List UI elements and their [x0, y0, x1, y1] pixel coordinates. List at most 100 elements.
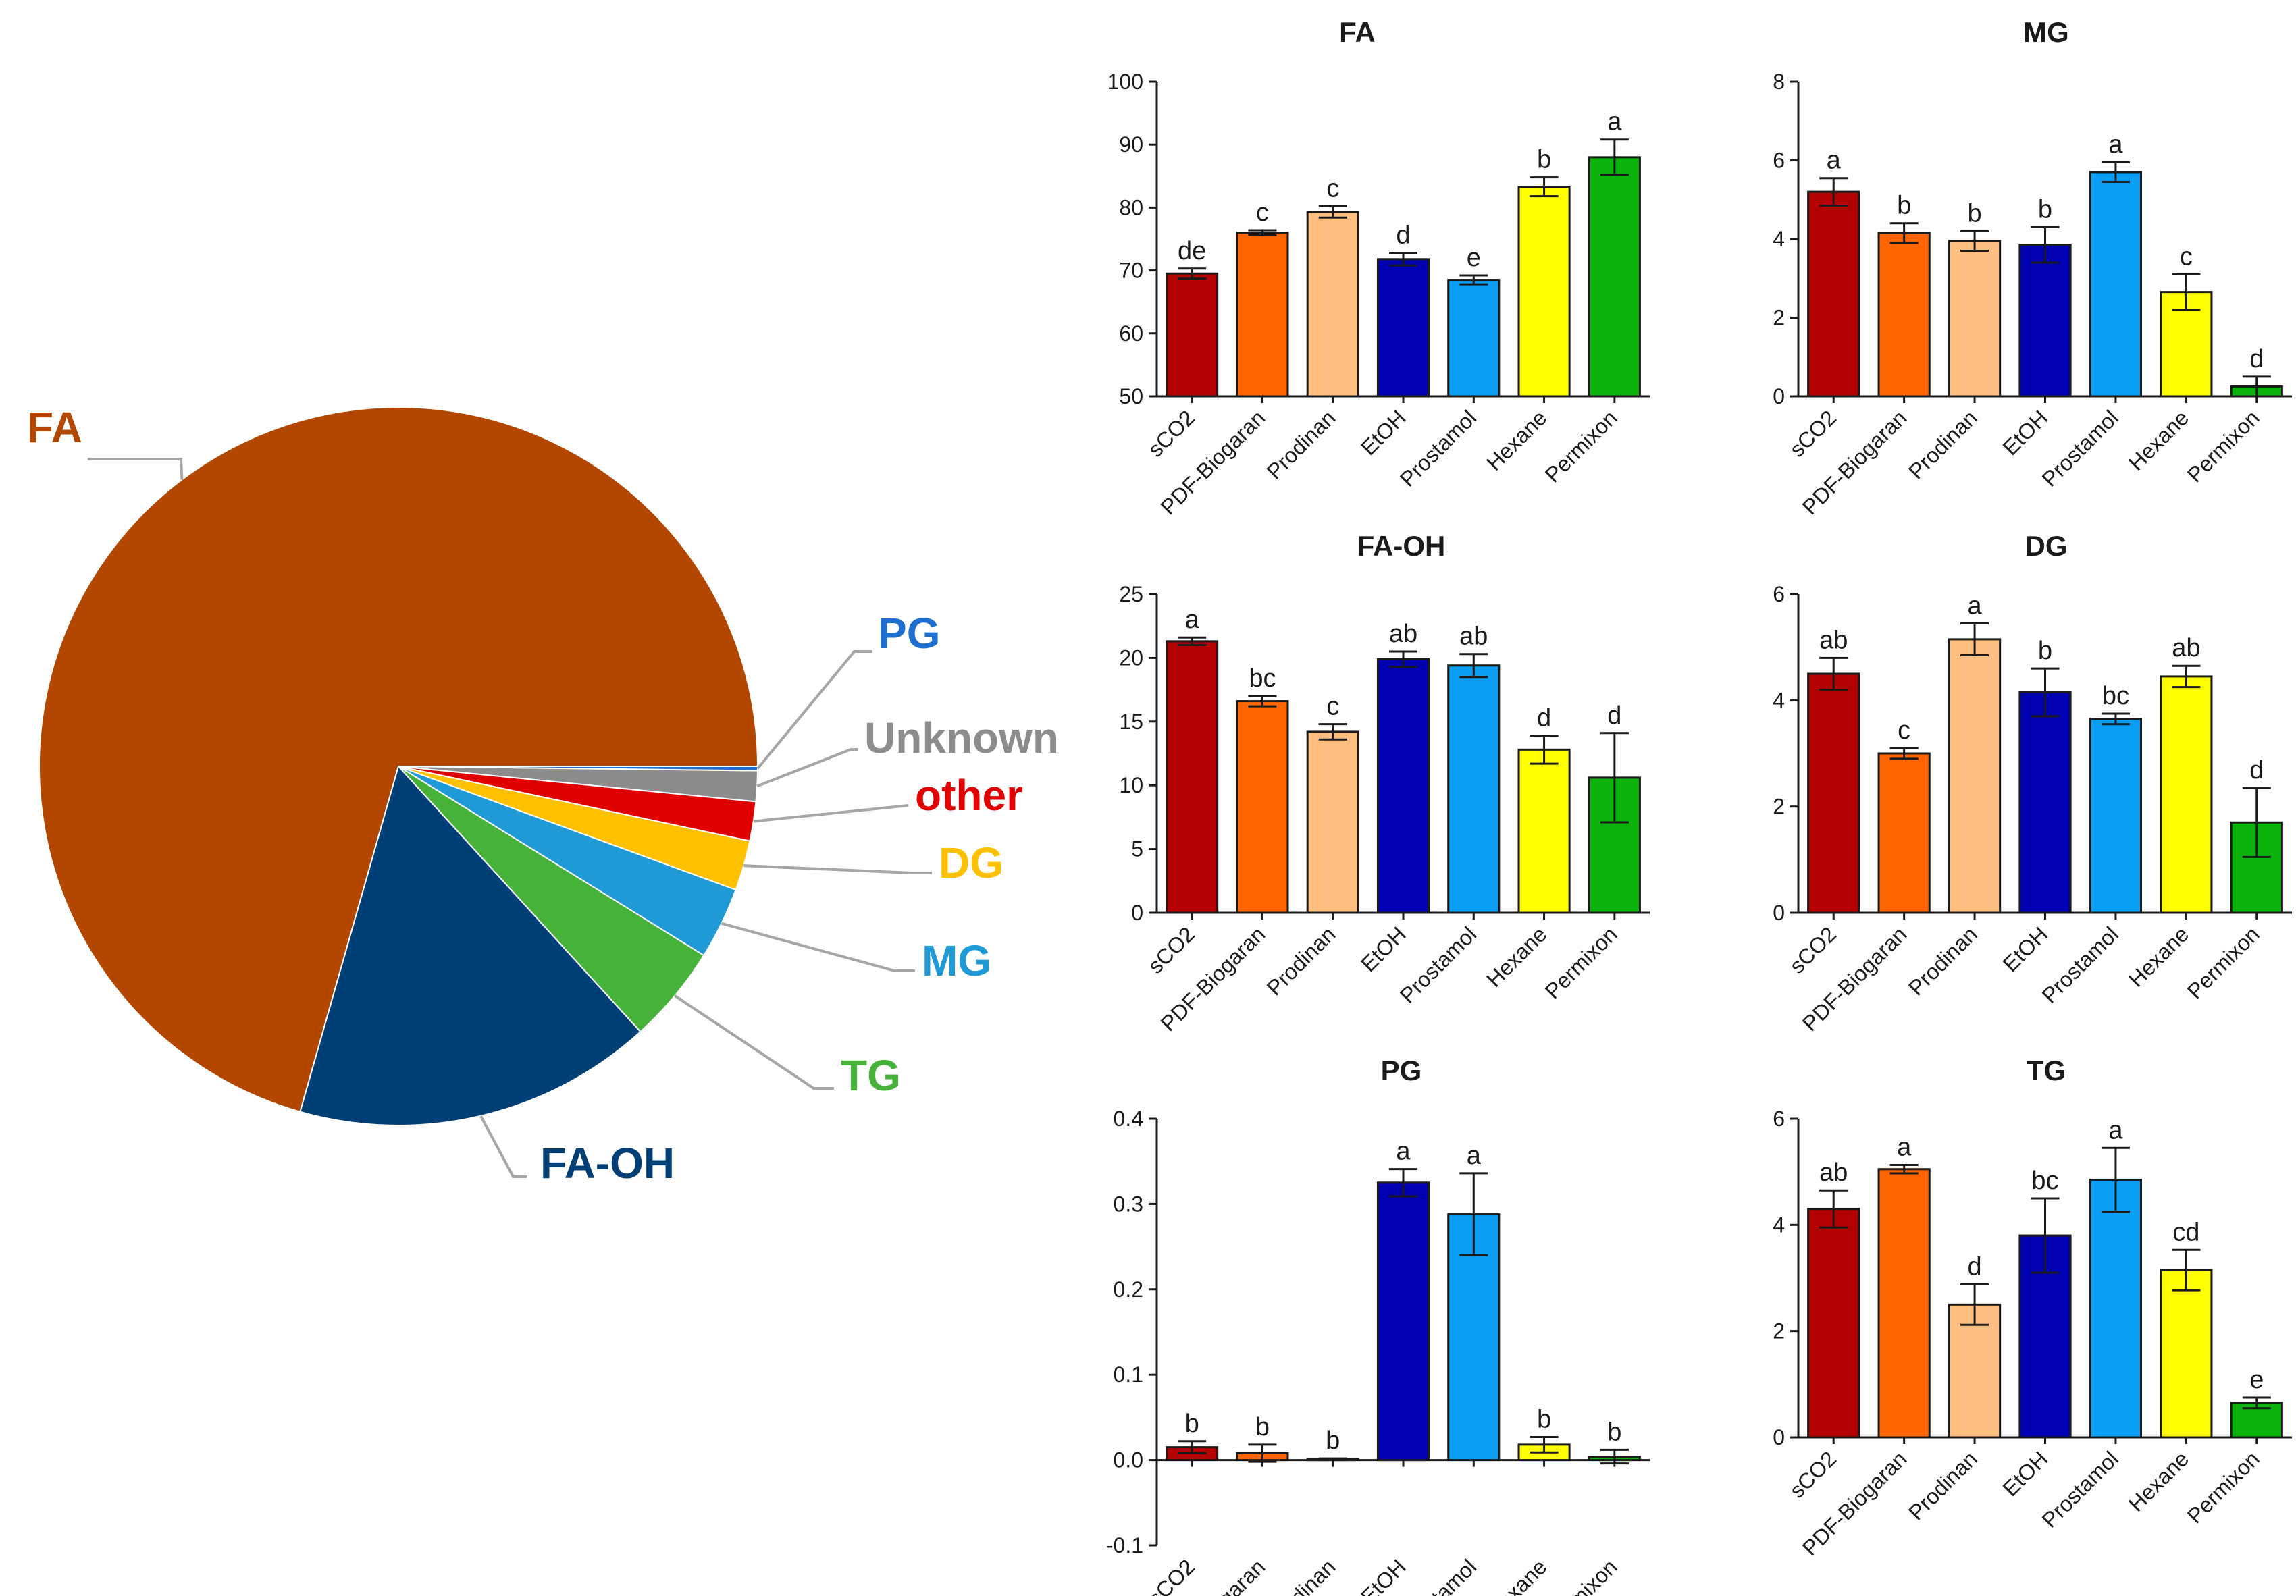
x-tick-label: EtOH: [1356, 922, 1411, 976]
x-tick-label: Permixon: [1540, 922, 1622, 1003]
x-tick-label: EtOH: [1998, 405, 2053, 460]
y-tick-label: 5: [1131, 837, 1143, 861]
significance-letter: b: [1537, 1405, 1551, 1433]
significance-letter: c: [2180, 242, 2193, 271]
x-tick-label: Hexane: [2124, 405, 2193, 475]
bar-permixon: [1588, 156, 1641, 398]
y-tick-label: 0.3: [1114, 1192, 1143, 1216]
significance-letter: a: [1396, 1138, 1411, 1166]
significance-letter: d: [1968, 1252, 1982, 1281]
panel-title: TG: [2027, 1055, 2066, 1086]
bar-etoh: [1376, 258, 1430, 398]
significance-letter: a: [1185, 606, 1200, 634]
y-tick-label: 6: [1773, 582, 1785, 606]
significance-letter: a: [1968, 591, 1983, 620]
bar-prostamol: [1447, 279, 1501, 398]
x-tick-label: Prodinan: [1904, 405, 1982, 483]
y-tick-label: 20: [1119, 645, 1143, 670]
significance-letter: a: [1607, 108, 1622, 136]
y-tick-label: 80: [1119, 195, 1143, 219]
bar-prodinan: [1948, 1303, 2002, 1439]
significance-letter: e: [2249, 1366, 2264, 1394]
bar-sco2: [1807, 672, 1860, 914]
x-tick-label: sCO2: [1143, 405, 1199, 461]
significance-letter: cd: [2172, 1218, 2199, 1246]
y-tick-label: 2: [1773, 306, 1785, 330]
x-tick-label: Permixon: [1540, 405, 1622, 487]
significance-letter: de: [1178, 237, 1206, 265]
bar-prodinan: [1948, 240, 2002, 398]
y-tick-label: 0: [1773, 1425, 1785, 1449]
significance-letter: a: [2108, 1116, 2123, 1144]
significance-letter: ab: [1389, 620, 1417, 648]
significance-letter: b: [2038, 196, 2052, 224]
bar-sco2: [1807, 190, 1860, 398]
significance-letter: a: [1827, 147, 1842, 175]
y-tick-label: 0.1: [1114, 1362, 1143, 1387]
panel-title: DG: [2025, 530, 2068, 562]
pie-label: FA-OH: [540, 1139, 675, 1188]
x-tick-label: EtOH: [1998, 1446, 2053, 1501]
pie-leader-line: [753, 804, 909, 823]
significance-letter: c: [1256, 198, 1269, 227]
x-tick-label: Permixon: [2183, 405, 2264, 487]
bar-sco2: [1807, 1208, 1860, 1439]
pie-label: DG: [939, 839, 1003, 887]
x-tick-label: Prostamol: [1395, 405, 1481, 491]
bar-pdf-biogaran: [1236, 232, 1289, 398]
y-tick-label: 15: [1119, 710, 1143, 734]
bar-etoh: [2018, 691, 2072, 914]
x-tick-label: EtOH: [1356, 405, 1411, 460]
significance-letter: c: [1898, 716, 1910, 745]
y-tick-label: 6: [1773, 1107, 1785, 1131]
pie-chart: FA FA-OH TG MG DG other Unknown PG: [27, 403, 1059, 1188]
x-tick-label: EtOH: [1998, 922, 2053, 976]
x-tick-label: sCO2: [1143, 1554, 1199, 1596]
pie-label: Unknown: [864, 714, 1059, 762]
bar-sco2: [1166, 640, 1219, 914]
x-tick-label: Prodinan: [1904, 922, 1982, 1000]
x-tick-label: Hexane: [1482, 405, 1551, 475]
pie-leader-line: [743, 864, 932, 874]
bar-prostamol: [2089, 1178, 2143, 1439]
significance-letter: bc: [2102, 682, 2129, 710]
significance-letter: b: [2038, 637, 2052, 665]
panel-title: FA-OH: [1357, 530, 1446, 562]
bar-sco2: [1166, 272, 1219, 398]
y-tick-label: 2: [1773, 1319, 1785, 1344]
y-tick-label: 90: [1119, 132, 1143, 157]
panel-title: MG: [2023, 16, 2069, 48]
bar-prostamol: [2089, 171, 2143, 398]
significance-letter: b: [1897, 192, 1911, 220]
y-tick-label: 0: [1773, 384, 1785, 408]
y-tick-label: 0.2: [1114, 1277, 1143, 1302]
pie-label: other: [915, 771, 1023, 820]
bar-etoh: [2018, 244, 2072, 398]
significance-letter: ab: [1819, 1159, 1848, 1187]
significance-letter: ab: [2172, 634, 2200, 662]
significance-letter: a: [2108, 130, 2123, 159]
pie-label: TG: [841, 1051, 901, 1100]
bar-hexane: [2160, 1269, 2213, 1439]
bar-prostamol: [2089, 718, 2143, 914]
x-tick-label: Permixon: [2183, 922, 2264, 1003]
x-tick-label: Prostamol: [1395, 922, 1481, 1007]
bar-pdf-biogaran: [1877, 1168, 1931, 1439]
x-tick-label: Hexane: [2124, 922, 2193, 991]
y-tick-label: 0: [1131, 901, 1143, 925]
significance-letter: b: [1185, 1410, 1199, 1438]
significance-letter: b: [1537, 146, 1551, 174]
panel-title: FA: [1339, 16, 1376, 48]
significance-letter: b: [1968, 199, 1982, 228]
significance-letter: b: [1255, 1413, 1270, 1441]
y-tick-label: 0.4: [1114, 1107, 1143, 1131]
significance-letter: d: [2249, 345, 2264, 373]
pie-leader-line: [721, 922, 915, 972]
y-tick-label: 4: [1773, 1213, 1785, 1237]
bar-panel-fa-oh: FA-OH0510152025asCO2bcPDF-BiogarancProdi…: [1119, 530, 1650, 1036]
y-tick-label: 6: [1773, 149, 1785, 173]
significance-letter: ab: [1459, 622, 1488, 651]
x-tick-label: Prodinan: [1904, 1446, 1982, 1524]
significance-letter: c: [1326, 175, 1339, 203]
